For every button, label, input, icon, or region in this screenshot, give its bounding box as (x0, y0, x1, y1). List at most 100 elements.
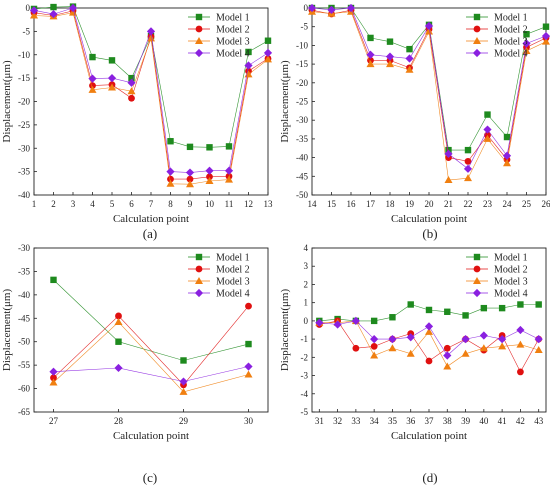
x-axis-title: Calculation point (391, 430, 467, 442)
panel-label: (a) (143, 226, 157, 241)
data-point (366, 51, 374, 59)
y-tick-label: -25 (296, 97, 308, 107)
y-axis-title: Displacement(μm) (1, 289, 13, 372)
data-point (50, 4, 56, 10)
y-tick-label: -40 (18, 190, 30, 200)
x-tick-label: 24 (503, 199, 513, 209)
legend-marker (473, 277, 481, 284)
legend-marker (474, 254, 480, 260)
data-point (114, 364, 122, 372)
y-tick-label: 3 (304, 261, 309, 271)
x-tick-label: 36 (406, 416, 416, 426)
legend-marker (473, 37, 481, 44)
y-tick-label: -50 (18, 337, 30, 347)
x-tick-label: 33 (351, 416, 361, 426)
x-tick-label: 43 (534, 416, 544, 426)
legend-label: Model 4 (216, 49, 250, 60)
x-tick-label: 26 (542, 199, 550, 209)
y-tick-label: -1 (301, 334, 309, 344)
data-point (166, 168, 174, 176)
y-tick-label: -15 (296, 59, 308, 69)
x-tick-label: 10 (205, 199, 215, 209)
x-tick-label: 7 (149, 199, 154, 209)
legend-label: Model 2 (216, 265, 250, 276)
y-axis-title: Displacement(μm) (279, 289, 291, 372)
data-point (443, 362, 451, 369)
data-point (483, 125, 491, 133)
x-tick-label: 5 (110, 199, 115, 209)
data-point (462, 350, 470, 357)
data-point (499, 305, 505, 311)
y-tick-label: -30 (18, 143, 30, 153)
legend-label: Model 1 (494, 13, 528, 24)
x-tick-label: 12 (244, 199, 253, 209)
data-point (464, 174, 472, 181)
x-tick-label: 16 (347, 199, 357, 209)
data-point (426, 307, 432, 313)
data-point (484, 111, 490, 117)
data-point (128, 95, 135, 102)
panel-label: (b) (422, 226, 437, 241)
y-tick-label: -25 (18, 120, 30, 130)
legend-marker (473, 49, 481, 57)
x-tick-label: 4 (90, 199, 95, 209)
data-point (405, 54, 413, 62)
y-tick-label: 0 (304, 316, 309, 326)
x-tick-label: 11 (225, 199, 234, 209)
y-tick-label: -15 (18, 73, 30, 83)
data-point (265, 38, 271, 44)
legend-label: Model 4 (494, 49, 528, 60)
y-tick-label: -20 (296, 78, 308, 88)
x-tick-label: 8 (168, 199, 173, 209)
y-tick-label: 2 (304, 279, 309, 289)
legend-label: Model 4 (494, 289, 528, 300)
y-tick-label: -60 (18, 384, 30, 394)
data-point (264, 49, 272, 57)
x-tick-label: 42 (516, 416, 525, 426)
data-point (109, 57, 115, 63)
data-point (388, 344, 396, 351)
legend-marker (473, 289, 481, 297)
x-tick-label: 25 (522, 199, 532, 209)
legend-marker (196, 26, 203, 33)
y-tick-label: -45 (18, 313, 30, 323)
x-tick-label: 39 (461, 416, 471, 426)
x-tick-label: 31 (315, 416, 324, 426)
data-point (444, 345, 451, 352)
legend-label: Model 3 (494, 277, 528, 288)
data-point (481, 305, 487, 311)
x-tick-label: 19 (405, 199, 415, 209)
legend-marker (195, 37, 203, 44)
data-point (367, 35, 373, 41)
data-point (464, 165, 472, 173)
data-point (516, 326, 524, 334)
data-point (462, 312, 468, 318)
data-point (49, 368, 57, 376)
data-point (425, 322, 433, 330)
data-point (225, 167, 233, 175)
y-tick-label: -45 (296, 171, 308, 181)
data-point (352, 345, 359, 352)
data-point (517, 301, 523, 307)
y-tick-label: -35 (18, 167, 30, 177)
legend-marker (196, 14, 202, 20)
data-point (180, 357, 186, 363)
y-tick-label: -20 (18, 97, 30, 107)
y-axis-title: Displacement(μm) (279, 60, 291, 143)
data-point (205, 167, 213, 175)
y-tick-label: -40 (18, 290, 30, 300)
data-point (426, 358, 433, 365)
x-tick-label: 1 (32, 199, 37, 209)
legend-label: Model 3 (494, 37, 528, 48)
y-tick-label: -3 (301, 371, 309, 381)
data-point (371, 343, 378, 350)
y-tick-label: -10 (18, 50, 30, 60)
y-tick-label: -30 (296, 115, 308, 125)
legend-label: Model 2 (494, 25, 528, 36)
x-tick-label: 9 (188, 199, 193, 209)
x-tick-label: 13 (264, 199, 274, 209)
